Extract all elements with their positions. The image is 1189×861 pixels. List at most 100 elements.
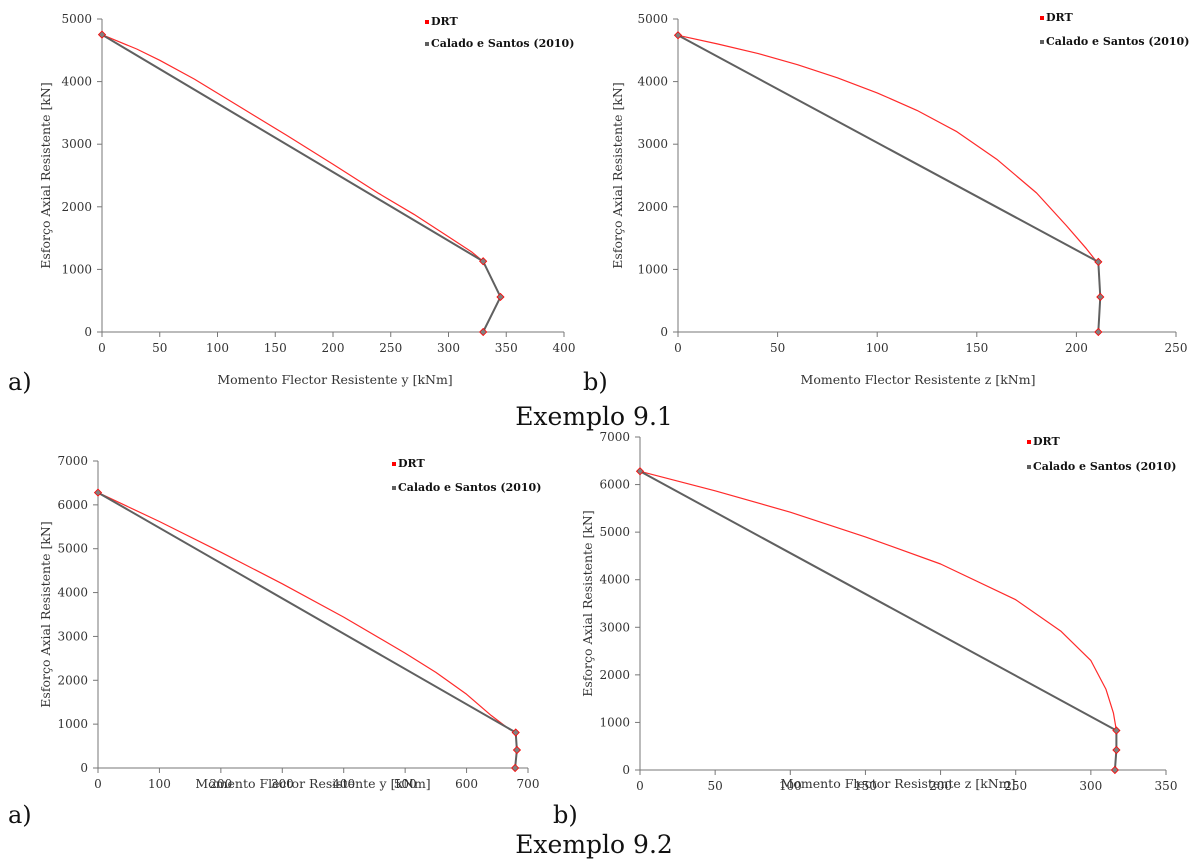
legend-label: DRT xyxy=(1033,435,1060,448)
x-tick-label: 100 xyxy=(866,341,889,355)
data-point-marker xyxy=(511,728,520,737)
y-axis-label: Esforço Axial Resistente [kN] xyxy=(38,521,53,707)
x-tick-label: 250 xyxy=(379,341,402,355)
legend-swatch xyxy=(1027,440,1031,444)
y-tick-label: 1000 xyxy=(61,262,92,276)
y-tick-label: 4000 xyxy=(61,75,92,89)
legend-swatch xyxy=(392,486,396,490)
y-tick-label: 1000 xyxy=(57,717,88,731)
x-tick-label: 300 xyxy=(1079,779,1102,793)
data-point-marker xyxy=(1112,745,1121,755)
x-tick-label: 500 xyxy=(394,777,417,791)
legend-swatch xyxy=(1040,16,1044,20)
legend-label: Calado e Santos (2010) xyxy=(431,37,574,50)
chart-panel-1: 0 50 100 150 200 250 300 350 4000100020003000400… xyxy=(38,12,575,387)
x-tick-label: 100 xyxy=(206,341,229,355)
y-tick-label: 2000 xyxy=(57,673,88,687)
x-tick-label: 0 xyxy=(98,341,106,355)
y-tick-label: 0 xyxy=(84,325,92,339)
series-line-drt xyxy=(677,34,1101,333)
y-tick-label: 5000 xyxy=(61,12,92,26)
series-line-drt xyxy=(639,470,1118,771)
caption-example-9-1: Exemplo 9.1 xyxy=(515,402,673,431)
legend-swatch xyxy=(1040,40,1044,44)
data-point-marker xyxy=(1094,257,1103,266)
legend-label: DRT xyxy=(398,457,425,470)
y-axis-label: Esforço Axial Resistente [kN] xyxy=(610,82,625,268)
y-tick-label: 5000 xyxy=(57,542,88,556)
y-tick-label: 3000 xyxy=(599,620,630,634)
x-axis-label: Momento Flector Resistente y [kNm] xyxy=(195,776,430,791)
x-tick-label: 0 xyxy=(674,341,682,355)
legend-swatch xyxy=(392,462,396,466)
series-line-calado-santos xyxy=(101,33,502,333)
series-line-drt xyxy=(97,492,518,769)
y-tick-label: 2000 xyxy=(599,668,630,682)
legend-swatch xyxy=(425,42,429,46)
y-tick-label: 4000 xyxy=(57,586,88,600)
x-tick-label: 200 xyxy=(1065,341,1088,355)
data-point-marker xyxy=(512,745,522,755)
data-point-marker xyxy=(510,763,520,773)
y-tick-label: 7000 xyxy=(57,454,88,468)
panel-letter: a) xyxy=(8,801,32,829)
x-tick-label: 300 xyxy=(437,341,460,355)
y-tick-label: 1000 xyxy=(637,262,668,276)
x-tick-label: 150 xyxy=(854,779,877,793)
series-line-drt xyxy=(101,34,502,333)
y-tick-label: 0 xyxy=(622,763,630,777)
y-tick-label: 6000 xyxy=(57,498,88,512)
y-tick-label: 1000 xyxy=(599,715,630,729)
legend-label: Calado e Santos (2010) xyxy=(398,481,541,494)
y-tick-label: 0 xyxy=(80,761,88,775)
data-point-marker xyxy=(1094,327,1103,337)
panel-letter: b) xyxy=(583,368,608,396)
legend-label: Calado e Santos (2010) xyxy=(1046,35,1189,48)
legend-label: DRT xyxy=(1046,11,1073,24)
y-tick-label: 5000 xyxy=(637,12,668,26)
x-tick-label: 100 xyxy=(148,777,171,791)
x-tick-label: 700 xyxy=(517,777,540,791)
y-tick-label: 3000 xyxy=(637,137,668,151)
y-tick-label: 6000 xyxy=(599,478,630,492)
x-tick-label: 300 xyxy=(271,777,294,791)
x-tick-label: 250 xyxy=(1165,341,1188,355)
chart-panel-2: 0 50 100 150 200 250 0 1000 2000 3000 4000 5000 Mome… xyxy=(610,11,1189,387)
legend-swatch xyxy=(425,20,429,24)
series-line-calado-santos xyxy=(97,491,518,769)
series-line-calado-santos xyxy=(677,34,1102,333)
x-tick-label: 0 xyxy=(94,777,102,791)
x-tick-label: 150 xyxy=(965,341,988,355)
x-tick-label: 0 xyxy=(636,779,644,793)
data-point-marker xyxy=(479,257,488,266)
y-tick-label: 7000 xyxy=(599,430,630,444)
x-tick-label: 50 xyxy=(152,341,167,355)
x-tick-label: 600 xyxy=(455,777,478,791)
x-tick-label: 250 xyxy=(1004,779,1027,793)
data-point-marker xyxy=(635,467,645,476)
data-point-marker xyxy=(1096,292,1105,302)
x-tick-label: 50 xyxy=(708,779,723,793)
data-point-marker xyxy=(1110,765,1120,775)
x-tick-label: 400 xyxy=(332,777,355,791)
chart-panel-3: 0 100 200 300 400 500 600 700010002000300040005… xyxy=(38,454,541,791)
legend-label: DRT xyxy=(431,15,458,28)
x-tick-label: 100 xyxy=(779,779,802,793)
x-tick-label: 150 xyxy=(264,341,287,355)
caption-example-9-2: Exemplo 9.2 xyxy=(515,830,673,859)
data-point-marker xyxy=(673,31,683,40)
x-tick-label: 200 xyxy=(209,777,232,791)
x-tick-label: 200 xyxy=(322,341,345,355)
y-tick-label: 2000 xyxy=(637,200,668,214)
y-tick-label: 0 xyxy=(660,325,668,339)
chart-panel-4: 0 50 100 150 200 250 300 350 0 1000 2000 3000 4000 50… xyxy=(580,430,1177,793)
x-axis-label: Momento Flector Resistente y [kNm] xyxy=(217,372,452,387)
data-point-marker xyxy=(93,488,103,497)
panel-letter: a) xyxy=(8,368,32,396)
legend-label: Calado e Santos (2010) xyxy=(1033,460,1176,473)
y-axis-label: Esforço Axial Resistente [kN] xyxy=(580,510,595,696)
data-point-marker xyxy=(97,30,107,39)
y-tick-label: 3000 xyxy=(57,629,88,643)
legend-swatch xyxy=(1027,465,1031,469)
y-tick-label: 5000 xyxy=(599,525,630,539)
